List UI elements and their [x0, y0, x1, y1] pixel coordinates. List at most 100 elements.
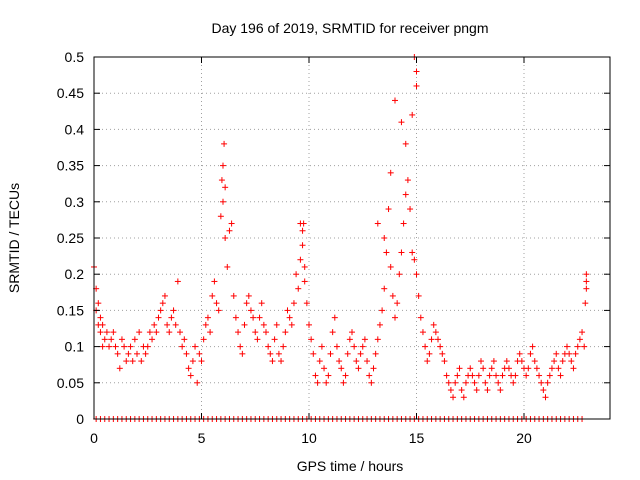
data-point — [273, 321, 280, 328]
data-point — [174, 278, 181, 285]
data-point — [503, 358, 510, 365]
data-point — [183, 350, 190, 357]
y-tick-label: 0.05 — [57, 375, 84, 391]
data-point — [422, 343, 429, 350]
data-point — [435, 336, 441, 343]
data-point — [516, 350, 523, 357]
data-point — [583, 271, 590, 278]
data-point — [480, 365, 487, 372]
data-point — [582, 300, 589, 307]
data-point — [402, 191, 409, 198]
data-point — [168, 314, 175, 321]
data-point — [424, 358, 431, 365]
data-point — [387, 169, 394, 176]
y-tick-label: 0.4 — [65, 121, 85, 137]
data-point — [235, 329, 242, 336]
data-point — [398, 249, 405, 256]
data-point — [97, 329, 104, 336]
data-point — [430, 321, 437, 328]
data-point — [215, 307, 222, 314]
y-tick-label: 0.25 — [57, 230, 84, 246]
data-point — [228, 220, 235, 227]
y-tick-label: 0.1 — [65, 339, 85, 355]
data-point — [559, 358, 566, 365]
data-point — [523, 372, 530, 379]
data-point — [114, 350, 121, 357]
data-point — [359, 343, 366, 350]
data-point — [445, 379, 452, 386]
data-point — [357, 350, 364, 357]
plot-frame — [93, 56, 611, 420]
data-point — [275, 350, 282, 357]
axis-ticks: 0 0.05 0.1 0.15 0.2 0.25 0.3 0.35 0.4 0.45 0.5 0 5 10… — [57, 49, 610, 446]
data-point — [293, 271, 300, 278]
data-point — [101, 336, 108, 343]
data-point — [351, 343, 358, 350]
data-point — [376, 321, 383, 328]
data-point — [366, 372, 373, 379]
data-point — [361, 336, 368, 343]
data-point — [220, 162, 226, 169]
data-point — [278, 358, 285, 365]
data-point — [108, 336, 115, 343]
data-point — [454, 372, 461, 379]
data-point — [110, 329, 117, 336]
y-tick-label: 0.3 — [65, 194, 85, 210]
data-point — [198, 358, 205, 365]
data-point — [404, 177, 411, 184]
data-point — [469, 372, 476, 379]
data-point — [327, 350, 334, 357]
data-point — [172, 321, 179, 328]
data-point — [471, 379, 478, 386]
data-point — [467, 365, 474, 372]
data-point — [417, 314, 424, 321]
data-point — [267, 350, 274, 357]
data-point — [484, 387, 491, 394]
y-tick-label: 0 — [76, 411, 84, 427]
data-point — [557, 372, 564, 379]
data-point — [144, 343, 151, 350]
data-point — [179, 343, 186, 350]
data-point — [411, 256, 418, 263]
data-point — [413, 271, 420, 278]
data-point — [217, 213, 224, 220]
data-point — [232, 314, 239, 321]
data-point — [579, 329, 586, 336]
x-tick-label: 20 — [516, 430, 532, 446]
data-point — [529, 343, 536, 350]
data-point — [333, 343, 340, 350]
data-point — [478, 358, 484, 365]
data-point — [301, 263, 308, 270]
data-point — [564, 343, 570, 350]
data-point — [396, 271, 403, 278]
data-point — [301, 278, 308, 285]
x-tick-label: 15 — [409, 430, 425, 446]
data-point — [583, 285, 590, 292]
data-point — [99, 343, 106, 350]
data-point — [499, 372, 506, 379]
data-point — [118, 336, 125, 343]
data-point — [310, 350, 317, 357]
x-tick-label: 10 — [301, 430, 317, 446]
data-point — [221, 140, 228, 147]
data-point — [381, 285, 388, 292]
data-point — [297, 256, 304, 263]
data-point — [170, 307, 177, 314]
data-point — [576, 336, 583, 343]
data-point — [329, 329, 336, 336]
data-point — [308, 336, 315, 343]
data-point — [149, 336, 156, 343]
data-point — [544, 379, 551, 386]
data-point — [177, 329, 183, 336]
data-point — [282, 329, 289, 336]
data-point — [428, 336, 435, 343]
y-tick-label: 0.15 — [57, 302, 84, 318]
data-point — [269, 358, 276, 365]
data-point — [211, 278, 218, 285]
data-point — [475, 372, 482, 379]
data-point — [548, 365, 555, 372]
data-point — [290, 300, 297, 307]
data-point — [540, 387, 547, 394]
data-point — [531, 358, 538, 365]
data-point — [570, 365, 577, 372]
